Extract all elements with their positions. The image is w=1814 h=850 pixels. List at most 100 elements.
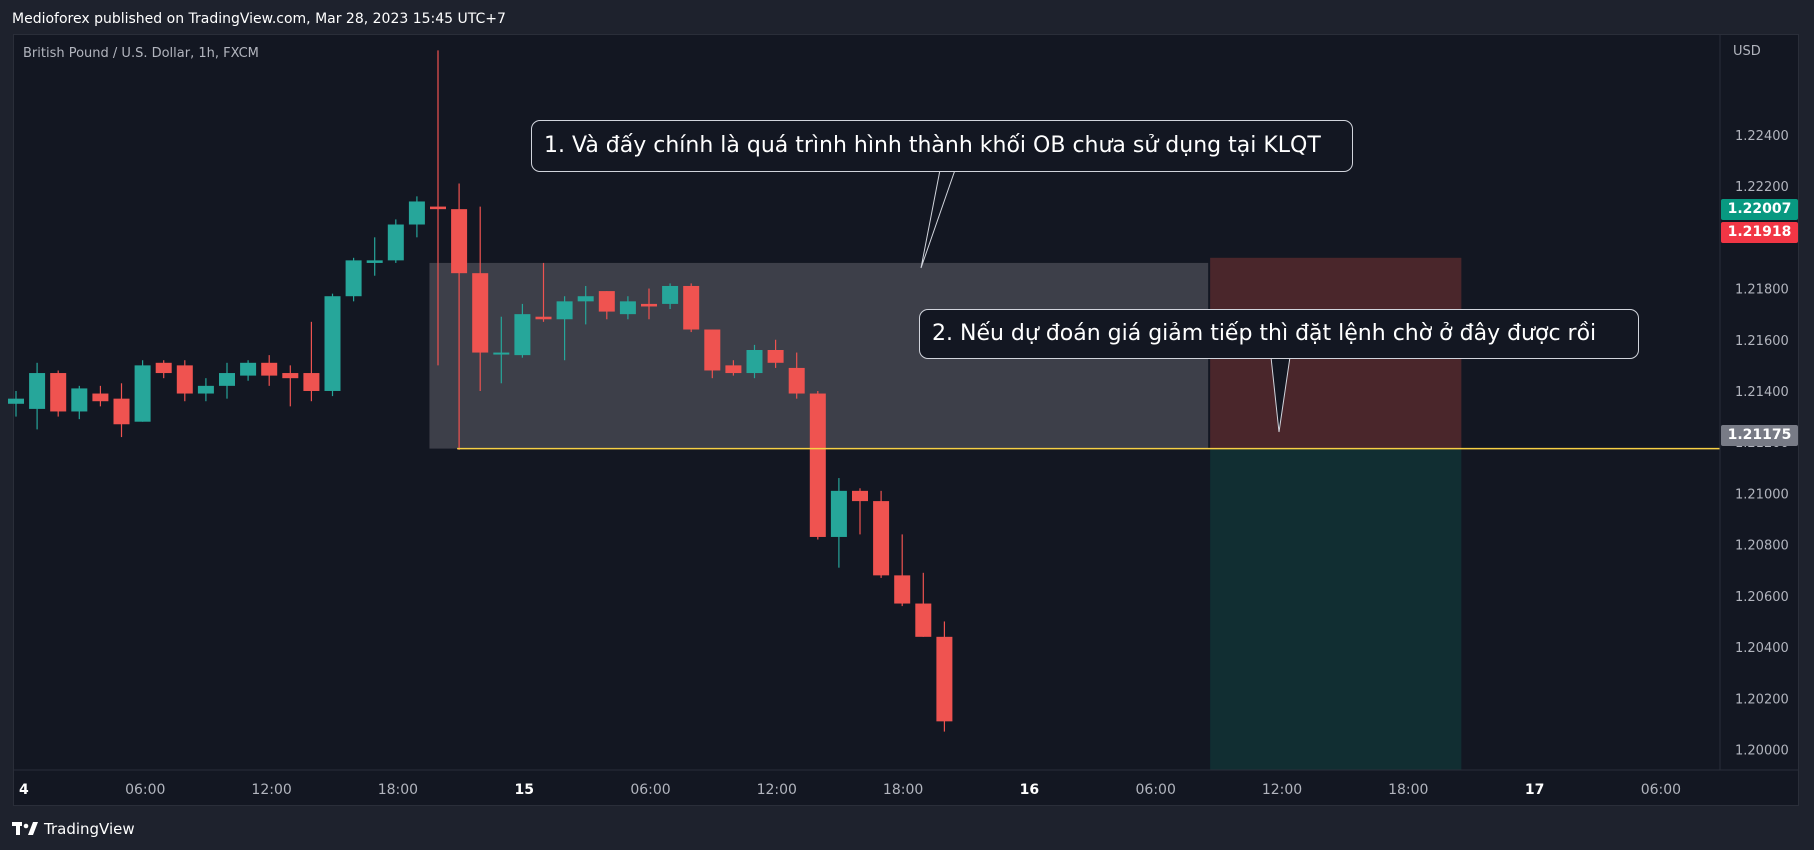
header-bar: Medioforex published on TradingView.com,…: [0, 0, 1814, 34]
candle-body: [936, 636, 953, 722]
candle: [71, 385, 88, 420]
candle-body: [598, 291, 615, 312]
y-tick-label: 1.22400: [1735, 129, 1789, 144]
candle-body: [451, 209, 468, 274]
candle: [767, 339, 784, 368]
candle: [451, 183, 468, 450]
y-tick-label: 1.21800: [1735, 283, 1789, 298]
candle: [366, 237, 383, 276]
x-tick-label: 06:00: [125, 782, 165, 798]
y-tick-label: 1.22200: [1735, 180, 1789, 195]
candle-body: [535, 316, 552, 320]
candle: [619, 296, 636, 320]
candle: [387, 219, 404, 263]
y-tick-label: 1.21000: [1735, 487, 1789, 502]
candle-body: [514, 314, 531, 356]
y-tick-label: 1.20800: [1735, 539, 1789, 554]
take-profit-zone: [1210, 448, 1462, 770]
candle: [936, 621, 953, 732]
candle: [683, 283, 700, 333]
y-tick-label: 1.20000: [1735, 744, 1789, 759]
y-tick-label: 1.20200: [1735, 692, 1789, 707]
candle: [134, 360, 151, 422]
axis-layer: USD1.224001.222001.220001.218001.216001.…: [14, 35, 1798, 798]
candle-body: [915, 603, 932, 637]
candle: [261, 355, 278, 386]
candle-body: [408, 201, 425, 225]
candle-body: [788, 367, 805, 394]
candle-body: [493, 352, 510, 355]
x-tick-label: 12:00: [251, 782, 291, 798]
candle-body: [556, 301, 573, 320]
last-price-tag: 1.22007: [1721, 199, 1798, 220]
callout-1-pointer: [920, 169, 956, 269]
candle-body: [619, 301, 636, 315]
candle-body: [577, 296, 594, 302]
candle-body: [852, 490, 868, 502]
overlay-layer: [457, 169, 1720, 450]
candle-body: [8, 398, 24, 404]
candle-body: [240, 362, 257, 376]
candle: [430, 50, 446, 366]
candle-body: [345, 260, 362, 297]
x-tick-label: 4: [19, 782, 29, 798]
candle: [915, 572, 932, 637]
candle-body: [176, 365, 193, 394]
candle-body: [472, 273, 489, 353]
candle: [809, 390, 826, 540]
candle-body: [282, 373, 299, 379]
candle: [704, 329, 721, 379]
footer-bar: [0, 806, 1814, 850]
annotation-callout-2[interactable]: 2. Nếu dự đoán giá giảm tiếp thì đặt lện…: [919, 309, 1639, 359]
candle-body: [430, 206, 446, 210]
candle: [29, 362, 46, 430]
candle: [92, 385, 109, 407]
annotation-callout-1[interactable]: 1. Và đấy chính là quá trình hình thành …: [531, 120, 1353, 172]
candle: [155, 360, 172, 379]
candle: [408, 196, 425, 238]
candle-body: [704, 329, 721, 371]
candle: [725, 360, 742, 376]
candle: [240, 360, 257, 381]
candle: [176, 360, 193, 402]
x-tick-label: 12:00: [757, 782, 797, 798]
candle-body: [155, 362, 172, 374]
candle-body: [641, 303, 657, 307]
candle-body: [197, 385, 214, 394]
x-tick-label: 06:00: [1136, 782, 1176, 798]
candle-body: [809, 393, 826, 537]
candle-body: [366, 260, 383, 263]
candle-body: [725, 365, 742, 374]
candle: [830, 478, 847, 568]
candle: [8, 390, 24, 417]
candle: [852, 488, 868, 535]
candle: [303, 321, 320, 402]
candle: [197, 378, 214, 402]
candle-body: [746, 350, 763, 374]
candle-body: [261, 362, 278, 376]
candle: [514, 303, 531, 358]
tradingview-logo-icon: [12, 822, 38, 835]
x-tick-label: 18:00: [378, 782, 418, 798]
candle: [556, 296, 573, 361]
candle: [50, 370, 67, 417]
symbol-label[interactable]: British Pound / U.S. Dollar, 1h, FXCM: [23, 46, 259, 61]
candle: [493, 316, 510, 384]
candle-body: [894, 575, 911, 604]
x-tick-label: 12:00: [1262, 782, 1302, 798]
candle: [345, 257, 362, 302]
tradingview-logo[interactable]: TradingView: [12, 820, 135, 838]
candle: [873, 490, 890, 578]
candle-body: [134, 365, 151, 422]
candle: [324, 293, 341, 397]
x-tick-label: 15: [514, 782, 533, 798]
x-tick-label: 06:00: [1641, 782, 1681, 798]
candle: [746, 344, 763, 379]
candle: [577, 285, 594, 325]
candle-body: [50, 373, 67, 412]
candle-body: [873, 501, 890, 576]
candles-layer: [8, 50, 953, 732]
candle-body: [767, 350, 784, 363]
y-tick-label: 1.21400: [1735, 385, 1789, 400]
candle-body: [683, 285, 700, 330]
